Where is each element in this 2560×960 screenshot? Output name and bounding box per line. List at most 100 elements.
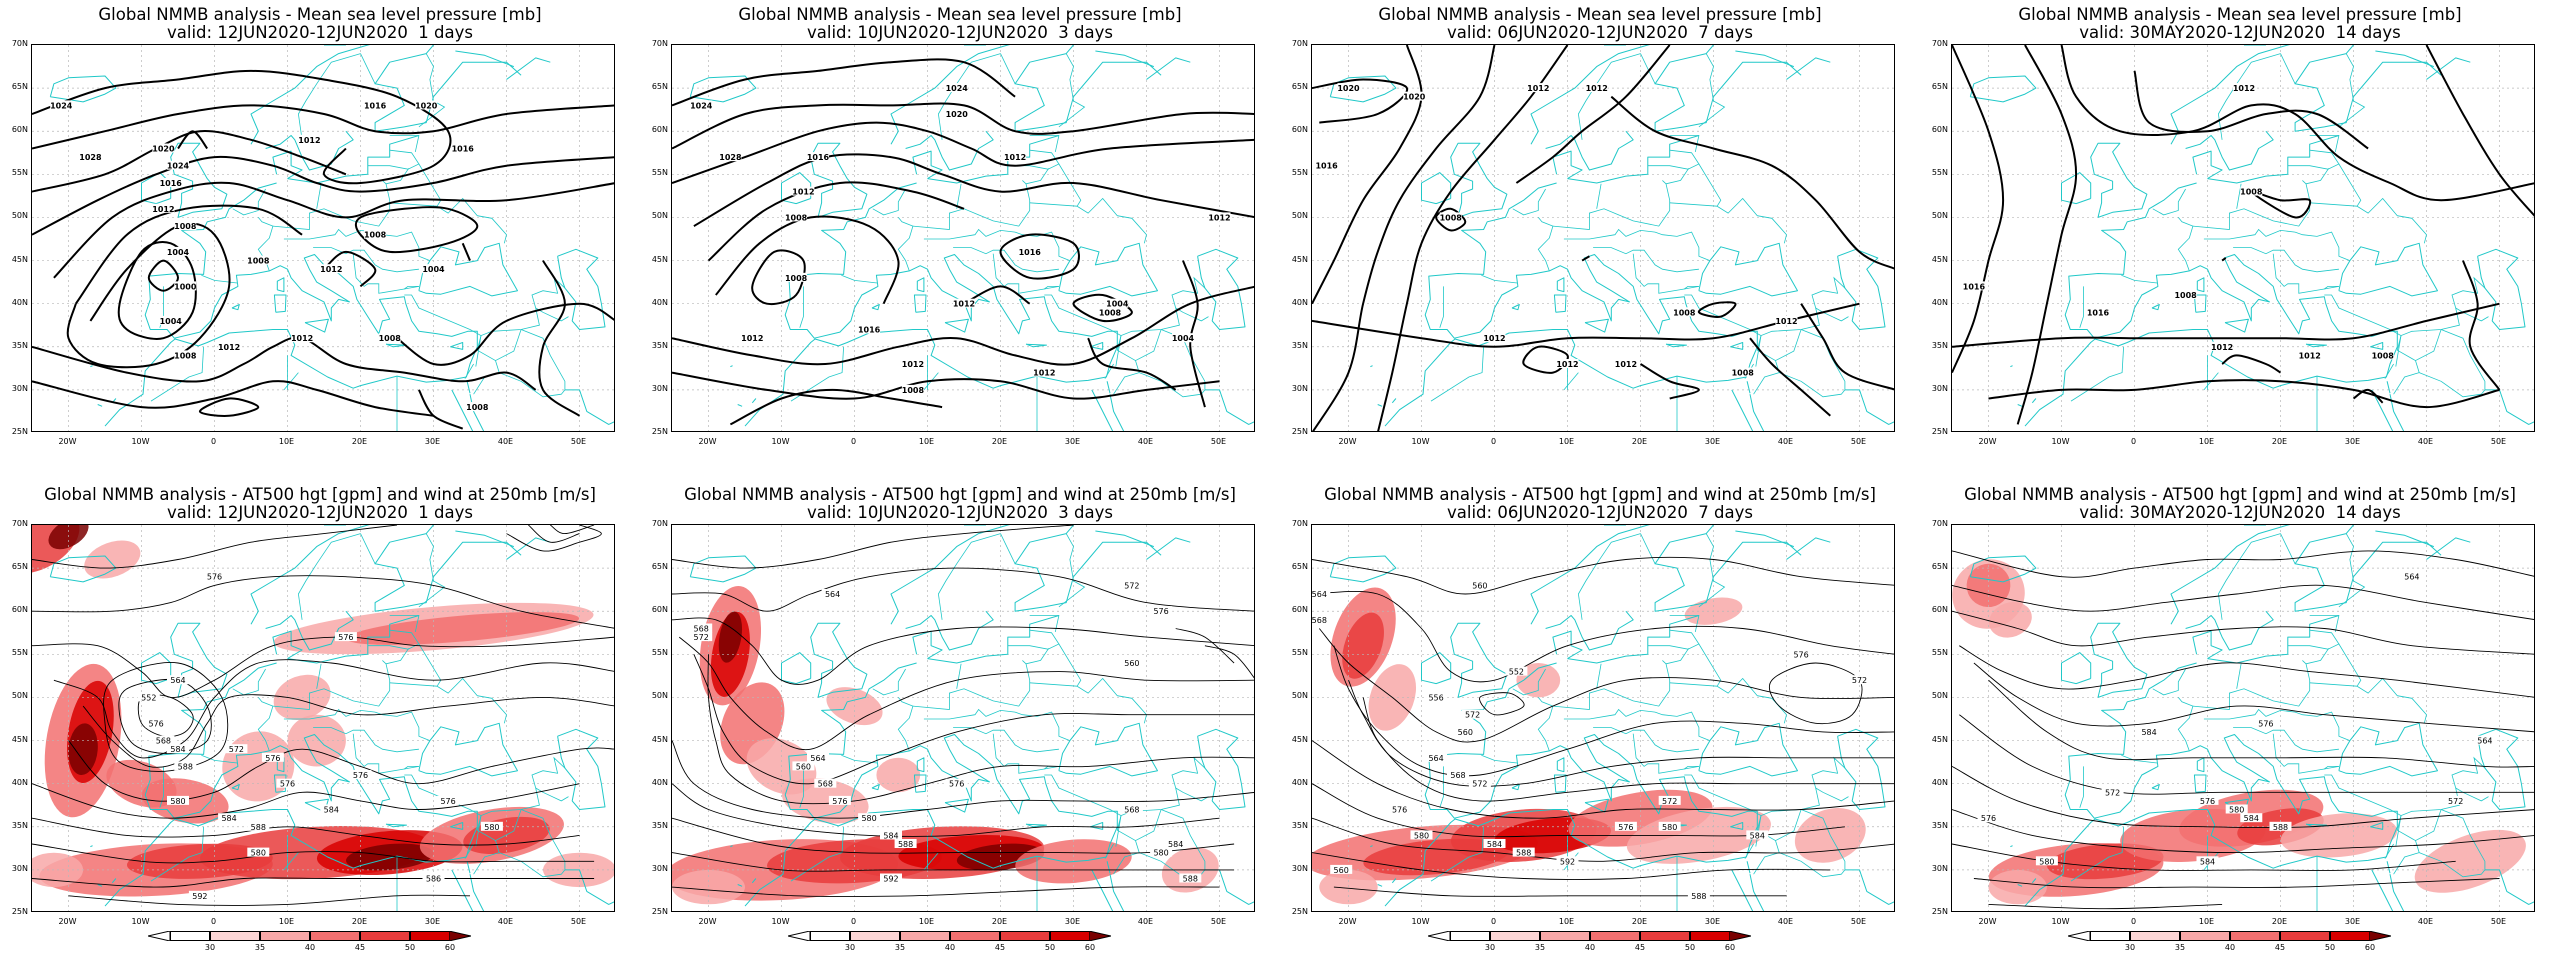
latitude-label: 50N — [651, 691, 668, 701]
contour-label: 1004 — [1106, 300, 1129, 309]
contour-label: 588 — [1691, 892, 1706, 901]
contour-line — [418, 389, 464, 430]
graticule — [1952, 45, 2534, 431]
contour-label: 1016 — [1019, 248, 1042, 257]
longitude-label: 40E — [2417, 917, 2434, 926]
graticule — [32, 525, 614, 911]
latitude-label: 45N — [11, 734, 28, 744]
contour-line — [1522, 345, 1569, 374]
contour-line — [672, 617, 1254, 685]
contour-label: 1016 — [2087, 308, 2110, 317]
contour-label: 1012 — [1615, 360, 1637, 369]
colorbar-tick: 35 — [1534, 943, 1546, 952]
contour-line — [1952, 550, 2534, 578]
wind-speed-area — [48, 525, 89, 550]
height-contours — [32, 525, 614, 906]
contour-labels: 1016 1008 1016 1012 1008 1012 1012 1008 — [1963, 83, 2394, 360]
latitude-label: 25N — [1291, 907, 1308, 916]
colorbar-tick: 40 — [1584, 943, 1596, 952]
wind-shading — [672, 586, 1219, 905]
contour-label: 588 — [178, 762, 193, 771]
contour-label: 580 — [251, 849, 266, 858]
contour-line — [354, 206, 479, 254]
contour-line — [32, 877, 595, 888]
longitude-label: 10W — [771, 917, 790, 926]
wind-speed-area — [718, 611, 743, 663]
contour-line — [1973, 878, 2500, 889]
colorbar-segment — [1490, 931, 1540, 941]
contour-label: 1012 — [1033, 369, 1055, 378]
contour-label: 588 — [1516, 849, 1531, 858]
longitude-label: 20W — [698, 917, 717, 926]
contour-label: 564 — [2404, 573, 2419, 582]
contour-label: 1008 — [1440, 213, 1463, 222]
contour-label: 564 — [2477, 737, 2492, 746]
contour-label: 1012 — [291, 334, 313, 343]
graticule — [672, 45, 1254, 431]
contour-line — [32, 155, 614, 236]
contour-line — [707, 181, 965, 262]
contour-label: 576 — [440, 797, 455, 806]
contour-label: 1012 — [2211, 343, 2233, 352]
contour-label: 588 — [2273, 823, 2288, 832]
contour-label: 1012 — [902, 360, 924, 369]
latitude-label: 55N — [651, 648, 668, 658]
contour-label: 588 — [898, 840, 913, 849]
longitude-label: 20E — [1631, 437, 1648, 446]
colorbar-tick: 45 — [2274, 943, 2286, 952]
contour-label: 576 — [1793, 650, 1808, 659]
contour-label: 568 — [1450, 771, 1465, 780]
height-contours — [1312, 556, 1894, 897]
map-canvas: 1024102810201024101610121008100410001004… — [32, 45, 614, 431]
coastlines — [1329, 45, 1894, 431]
longitude-label: 50E — [570, 917, 587, 926]
geopotential-wind-panel: Global NMMB analysis - AT500 hgt [gpm] a… — [640, 480, 1280, 960]
map-frame: 560 564 568 572 556 560 564 568 572 576 580 584 588 5… — [1311, 524, 1895, 912]
contour-label: 1012 — [152, 205, 174, 214]
latitude-label: 25N — [651, 427, 668, 436]
wind-speed-area — [1342, 612, 1384, 679]
contour-label: 568 — [694, 625, 709, 634]
latitude-label: 45N — [1931, 734, 1948, 744]
colorbar-start-arrow — [1428, 931, 1450, 941]
map-canvas: 5685725645605645685765805845885925765805… — [672, 525, 1254, 911]
latitude-label: 25N — [1931, 427, 1948, 436]
contour-label: 576 — [265, 754, 280, 763]
longitude-label: 20W — [1978, 917, 1997, 926]
contour-line — [1697, 301, 1737, 318]
colorbar-segment — [850, 931, 900, 941]
colorbar-tick: 30 — [2124, 943, 2136, 952]
contour-line — [53, 659, 614, 759]
longitude-label: 30E — [1064, 917, 1081, 926]
latitude-label: 50N — [1931, 691, 1948, 701]
mslp-panel: Global NMMB analysis - Mean sea level pr… — [0, 0, 640, 480]
colorbar-segment — [210, 931, 260, 941]
coastlines — [1329, 525, 1894, 911]
contour-label: 584 — [2141, 728, 2156, 737]
contour-label: 576 — [1981, 814, 1996, 823]
contour-line — [715, 215, 900, 305]
wind-colorbar: 30 35 40 45 50 60 — [148, 931, 471, 952]
contour-line — [32, 104, 614, 150]
contour-line — [1952, 584, 2534, 620]
contour-line — [672, 740, 1254, 819]
latitude-label: 30N — [1931, 383, 1948, 393]
contour-line — [1639, 363, 1700, 400]
colorbar-segment — [2230, 931, 2280, 941]
contour-label: 588 — [251, 823, 266, 832]
latitude-label: 25N — [651, 907, 668, 916]
colorbar-segment — [950, 931, 1000, 941]
map-canvas: 5765765765645525765685845885725765805845… — [32, 525, 614, 911]
latitude-label: 40N — [11, 297, 28, 307]
contour-line — [999, 233, 1080, 280]
longitude-label: 40E — [497, 917, 514, 926]
contour-line — [1377, 45, 1569, 431]
contour-label: 576 — [207, 573, 222, 582]
colorbar-segment — [1450, 931, 1490, 941]
longitude-label: 50E — [2490, 437, 2507, 446]
contour-line — [1312, 590, 1894, 683]
latitude-label: 25N — [11, 907, 28, 916]
contour-label: 584 — [883, 831, 898, 840]
longitude-label: 20E — [991, 437, 1008, 446]
